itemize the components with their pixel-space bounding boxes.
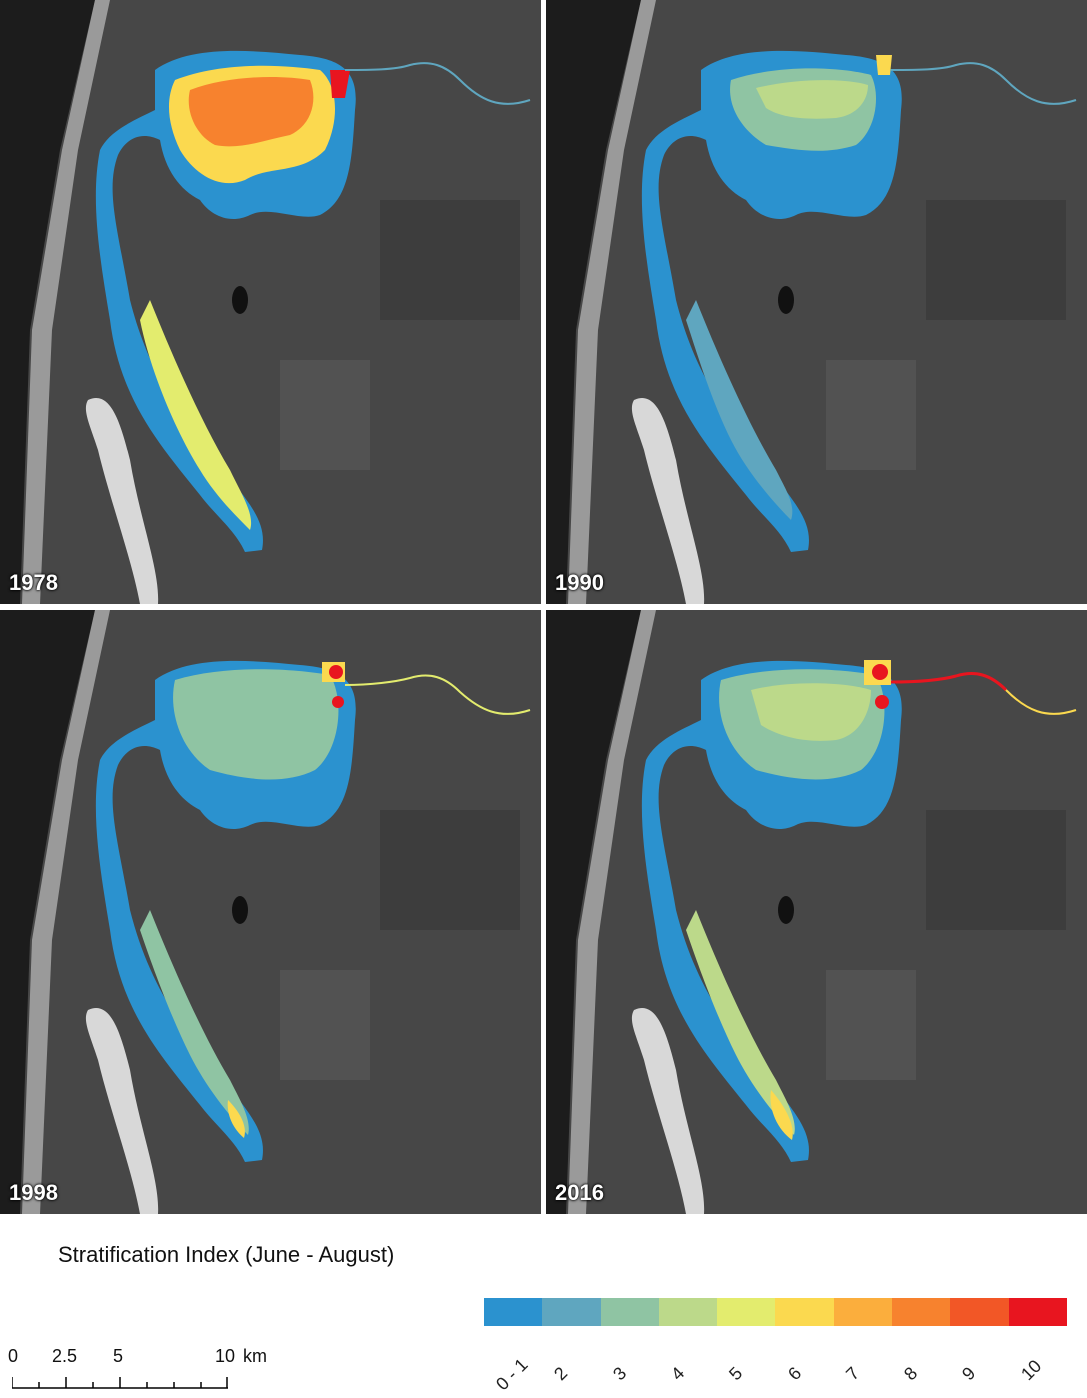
scale-label-2-5: 2.5 bbox=[52, 1346, 78, 1366]
ramp-tick-label: 8 bbox=[900, 1362, 922, 1385]
ramp-tick-label: 9 bbox=[958, 1362, 980, 1385]
map-panel-1998: 1998 bbox=[0, 610, 541, 1214]
map-panel-2016: 2016 bbox=[546, 610, 1087, 1214]
map-panel-1990: 1990 bbox=[546, 0, 1087, 604]
scale-label-0: 0 bbox=[8, 1346, 19, 1366]
ramp-tick-label: 0 - 1 bbox=[492, 1354, 532, 1395]
ramp-swatch bbox=[833, 1298, 893, 1326]
year-label: 1990 bbox=[555, 570, 604, 595]
year-label: 2016 bbox=[555, 1180, 604, 1205]
ramp-swatch bbox=[1008, 1298, 1067, 1326]
ramp-swatch bbox=[950, 1298, 1009, 1326]
year-label: 1978 bbox=[9, 570, 58, 595]
legend: Stratification Index (June - August) 0 -… bbox=[0, 1215, 1087, 1398]
ramp-tick-label: 10 bbox=[1016, 1355, 1045, 1385]
ramp-swatch bbox=[600, 1298, 659, 1326]
estuary-map bbox=[546, 0, 1087, 604]
ramp-swatch bbox=[658, 1298, 718, 1326]
ramp-tick-label: 3 bbox=[608, 1362, 630, 1385]
scale-label-10: 10 bbox=[215, 1346, 236, 1366]
ramp-swatch bbox=[775, 1298, 834, 1326]
scale-label-5: 5 bbox=[113, 1346, 124, 1366]
ramp-swatch bbox=[484, 1298, 543, 1326]
ramp-tick-label: 7 bbox=[841, 1362, 864, 1385]
estuary-map bbox=[0, 610, 541, 1214]
legend-title: Stratification Index (June - August) bbox=[58, 1242, 395, 1267]
scale-bar bbox=[12, 1377, 228, 1389]
ramp-tick-label: 2 bbox=[550, 1362, 572, 1385]
map-panel-1978: 1978 bbox=[0, 0, 541, 604]
ramp-swatch bbox=[892, 1298, 951, 1326]
scale-unit: km bbox=[243, 1346, 267, 1366]
estuary-map bbox=[546, 610, 1087, 1214]
ramp-swatch bbox=[542, 1298, 601, 1326]
year-label: 1998 bbox=[9, 1180, 58, 1205]
ramp-tick-label: 4 bbox=[666, 1362, 689, 1385]
ramp-tick-label: 6 bbox=[783, 1362, 805, 1385]
ramp-swatch bbox=[717, 1298, 776, 1326]
color-ramp bbox=[484, 1298, 1067, 1326]
estuary-map bbox=[0, 0, 541, 604]
ramp-tick-label: 5 bbox=[725, 1362, 747, 1385]
